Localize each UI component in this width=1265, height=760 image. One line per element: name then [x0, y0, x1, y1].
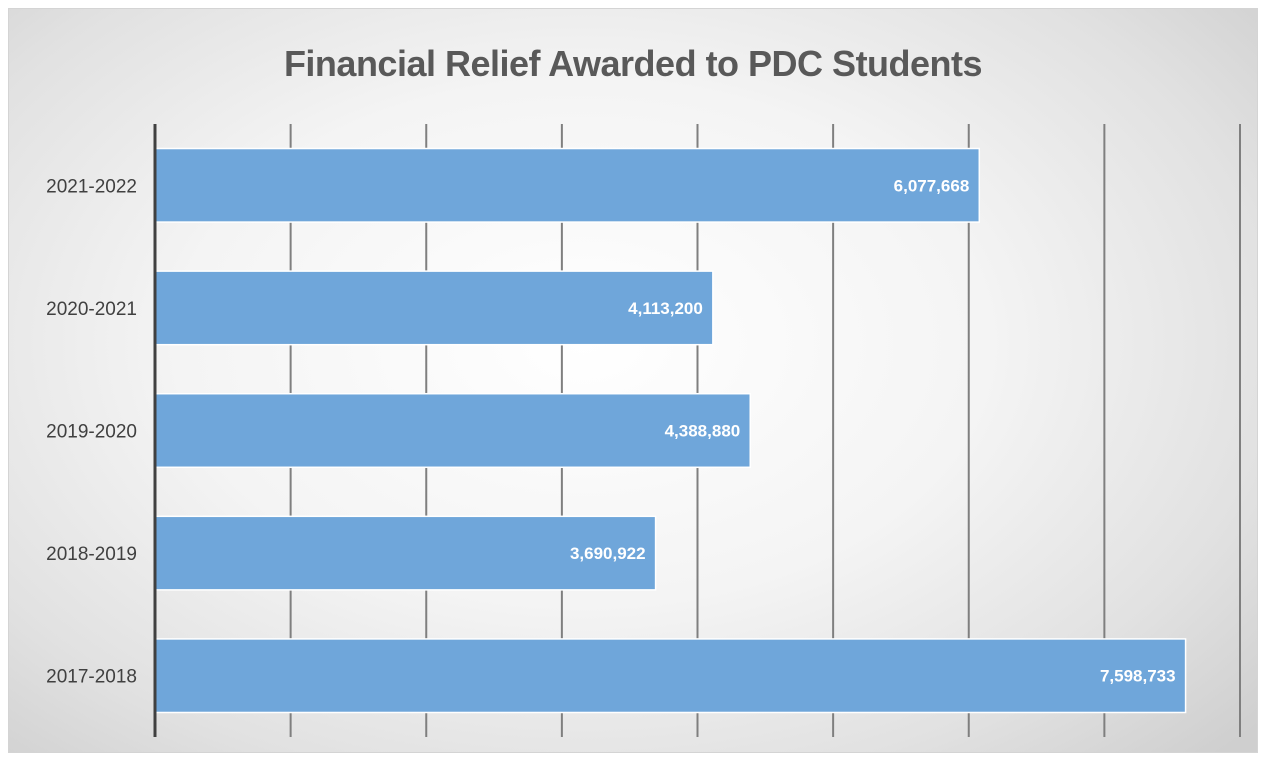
data-label-2020-2021: 4,113,200: [628, 299, 703, 318]
bar-chart: 6,077,668 4,113,200 4,388,880 3,690,922 7,59…: [46, 124, 1241, 737]
category-label-2018-2019: 2018-2019: [46, 544, 137, 565]
bar-2019-2020: [154, 392, 751, 469]
bar-2018-2019: [154, 515, 657, 591]
category-label-2020-2021: 2020-2021: [46, 299, 137, 320]
data-label-2021-2022: 6,077,668: [894, 176, 970, 195]
category-label-2019-2020: 2019-2020: [46, 422, 137, 443]
category-axis-labels: 2021-2022 2020-2021 2019-2020 2018-2019 2017…: [46, 176, 137, 687]
category-label-2021-2022: 2021-2022: [46, 176, 137, 197]
data-label-2017-2018: 7,598,733: [1100, 667, 1176, 686]
data-label-2018-2019: 3,690,922: [570, 544, 646, 563]
bar-2020-2021: [154, 270, 714, 346]
chart-area: Financial Relief Awarded to PDC Students…: [8, 8, 1258, 753]
bar-2017-2018: [154, 638, 1187, 714]
category-label-2017-2018: 2017-2018: [46, 667, 137, 688]
data-label-2019-2020: 4,388,880: [665, 422, 741, 441]
chart-title: Financial Relief Awarded to PDC Students: [283, 43, 983, 84]
data-labels: 6,077,668 4,113,200 4,388,880 3,690,922 7,59…: [570, 176, 1176, 685]
bar-2021-2022: [154, 147, 981, 223]
